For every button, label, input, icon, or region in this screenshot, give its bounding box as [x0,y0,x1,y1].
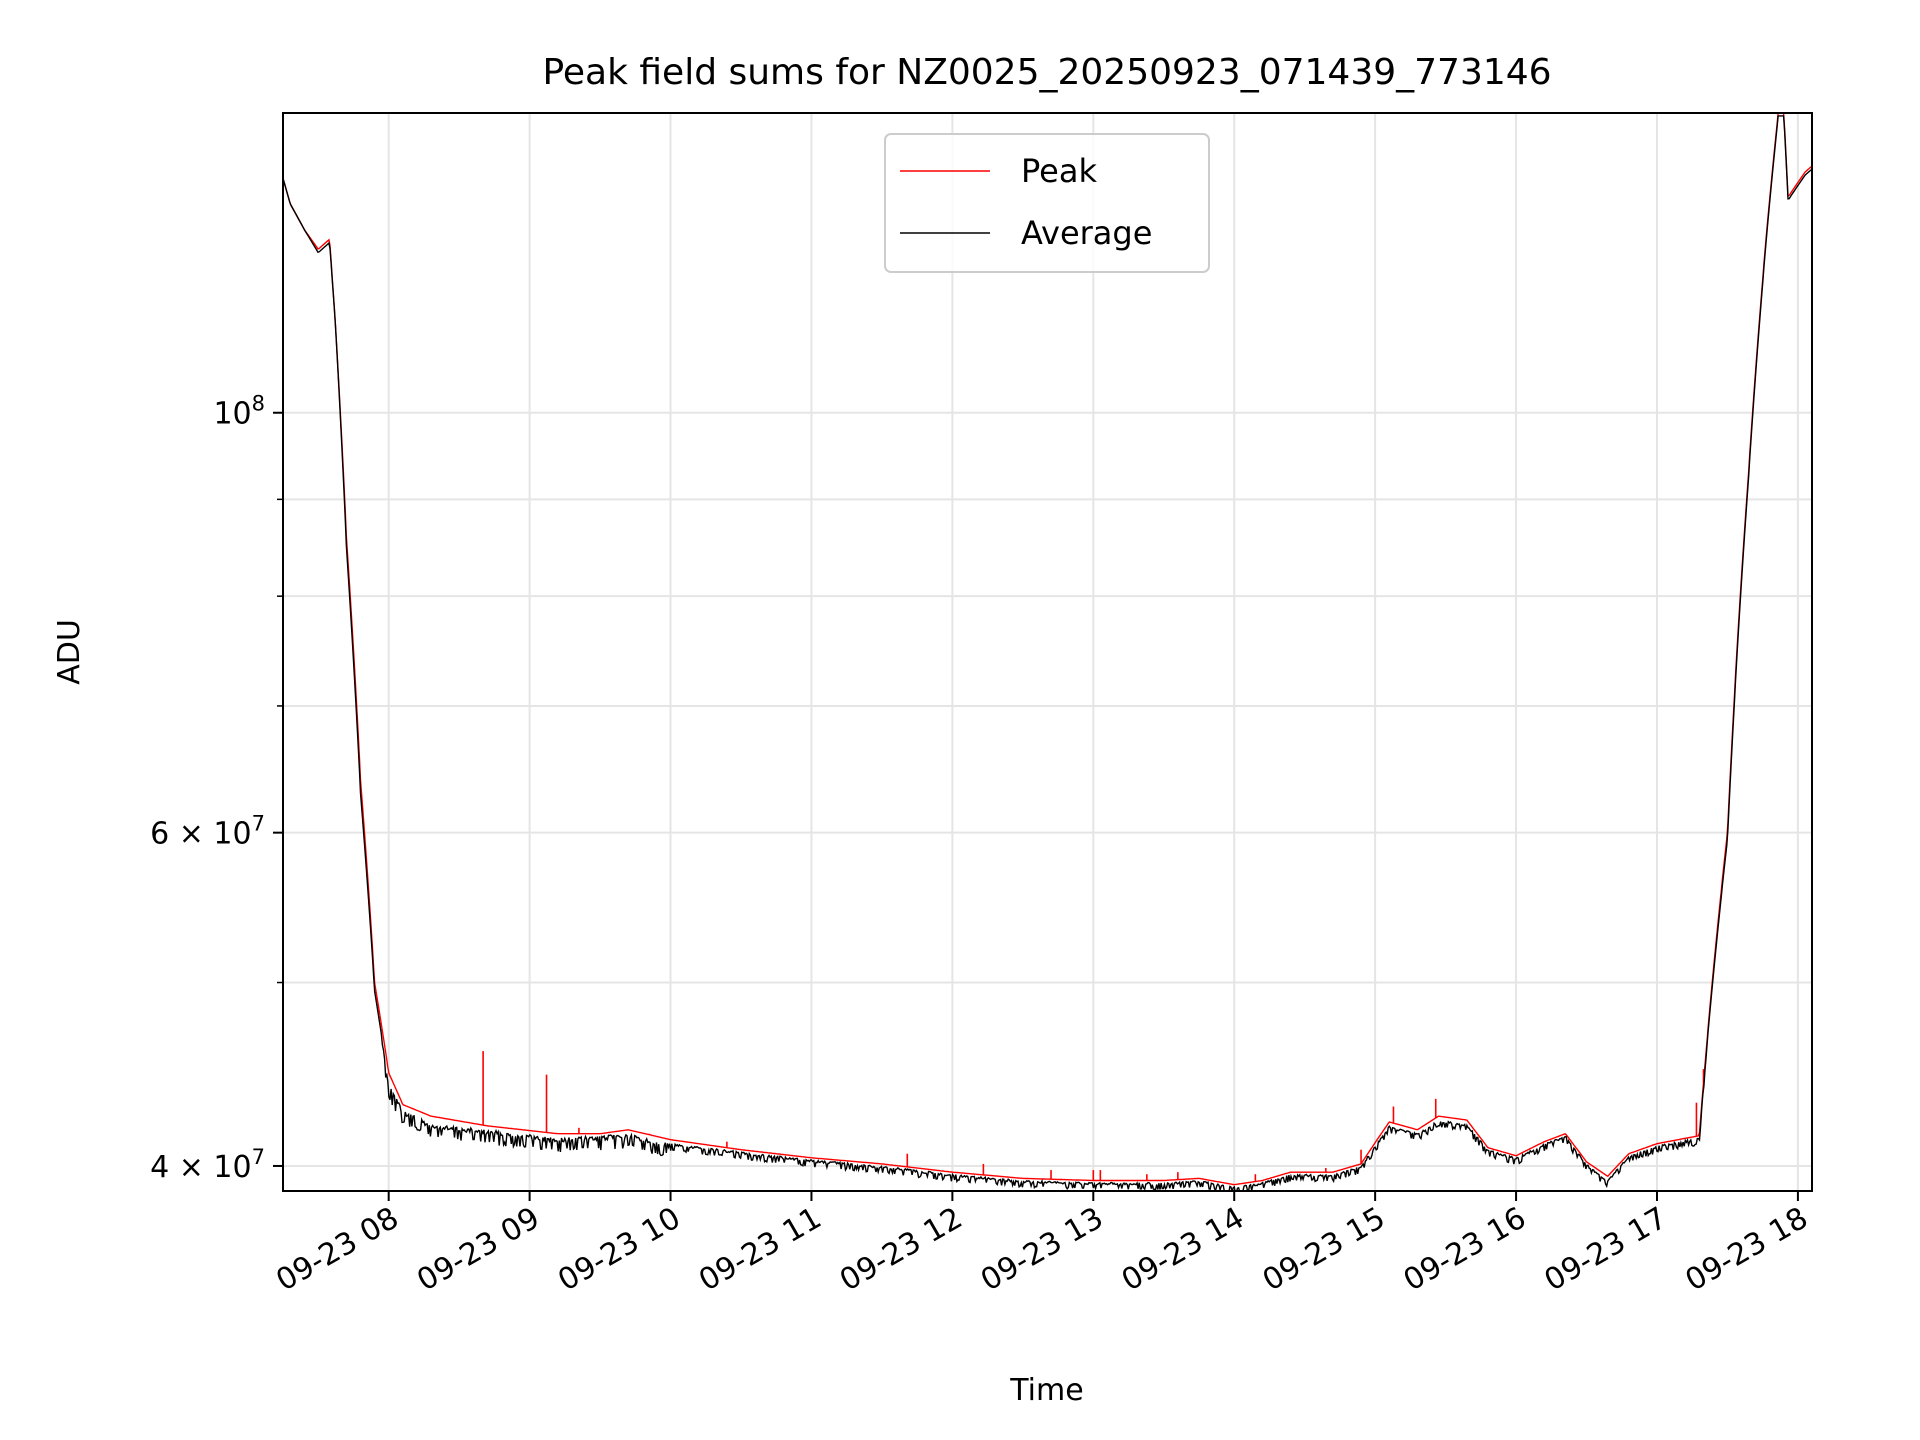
y-tick-label: 108 [213,392,265,432]
y-tick-exponent: 8 [252,392,265,416]
grid [283,113,1812,1191]
y-axis-label: ADU [52,619,87,685]
plot-area [283,113,1812,1191]
y-tick-label: 4 × 107 [150,1145,265,1185]
legend: Peak Average [884,133,1210,273]
legend-average-label: Average [1021,214,1152,252]
y-tick-base: 4 × 10 [150,1150,251,1185]
y-tick-exponent: 7 [252,1145,265,1169]
legend-box [884,133,1210,273]
chart-title: Peak field sums for NZ0025_20250923_0714… [542,52,1551,93]
y-tick-exponent: 7 [252,812,265,836]
y-tick-base: 6 × 10 [150,817,251,852]
y-tick-label: 6 × 107 [150,812,265,852]
plot-frame [282,112,1813,1192]
legend-peak-label: Peak [1021,152,1097,190]
series-line-peak [283,113,1812,1186]
x-axis-label: Time [1009,1373,1083,1408]
series-line-average [283,115,1812,1191]
y-tick-base: 10 [213,397,251,432]
